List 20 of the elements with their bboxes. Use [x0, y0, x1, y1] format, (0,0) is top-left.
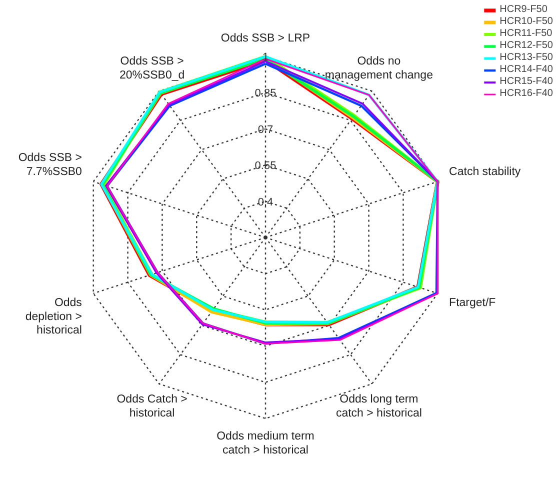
y-tick-label: 0.55 [254, 160, 276, 172]
spoke-label: Odds depletion > historical [25, 297, 82, 337]
spoke-label: Catch stability [449, 166, 521, 178]
legend-label: HCR16-F40 [500, 88, 553, 99]
legend-label: HCR13-F50 [500, 52, 553, 63]
spoke-label: Odds no management change [324, 56, 433, 82]
spoke-label: Odds medium term catch > historical [216, 430, 314, 456]
legend-label: HCR10-F50 [500, 16, 553, 27]
spoke-label: Odds SSB > LRP [220, 32, 310, 44]
legend-label: HCR12-F50 [500, 40, 553, 51]
spoke-label: Odds Catch > historical [116, 394, 188, 420]
legend-label: HCR11-F50 [500, 28, 552, 39]
legend-label: HCR15-F40 [500, 76, 553, 87]
legend-label: HCR14-F40 [500, 64, 553, 75]
spoke-label: Odds SSB > 20%SSB0_d [119, 56, 185, 82]
y-tick-label: 0.7 [258, 124, 274, 136]
spoke-label: Odds long term catch > historical [336, 394, 422, 420]
spoke-label: Odds SSB > 7.7%SSB0 [18, 152, 82, 178]
legend-label: HCR9-F50 [500, 4, 548, 15]
spoke-label: Ftarget/F [449, 297, 496, 310]
